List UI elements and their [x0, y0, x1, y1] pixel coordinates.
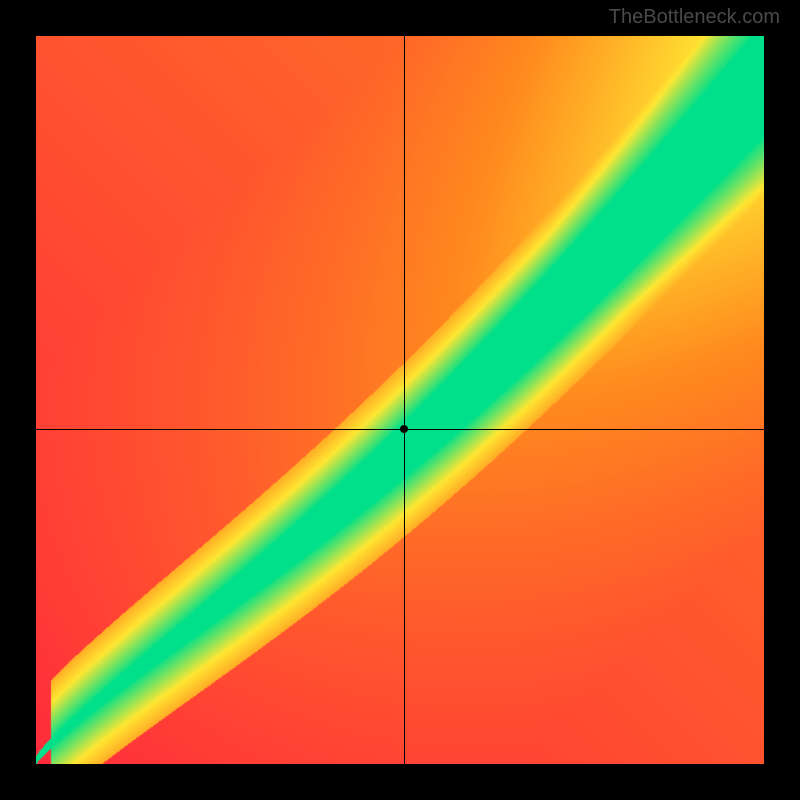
crosshair-marker-dot: [400, 425, 408, 433]
heatmap-canvas: [36, 36, 764, 764]
heatmap-plot: [36, 36, 764, 764]
crosshair-vertical: [404, 36, 405, 764]
watermark-text: TheBottleneck.com: [609, 6, 780, 29]
